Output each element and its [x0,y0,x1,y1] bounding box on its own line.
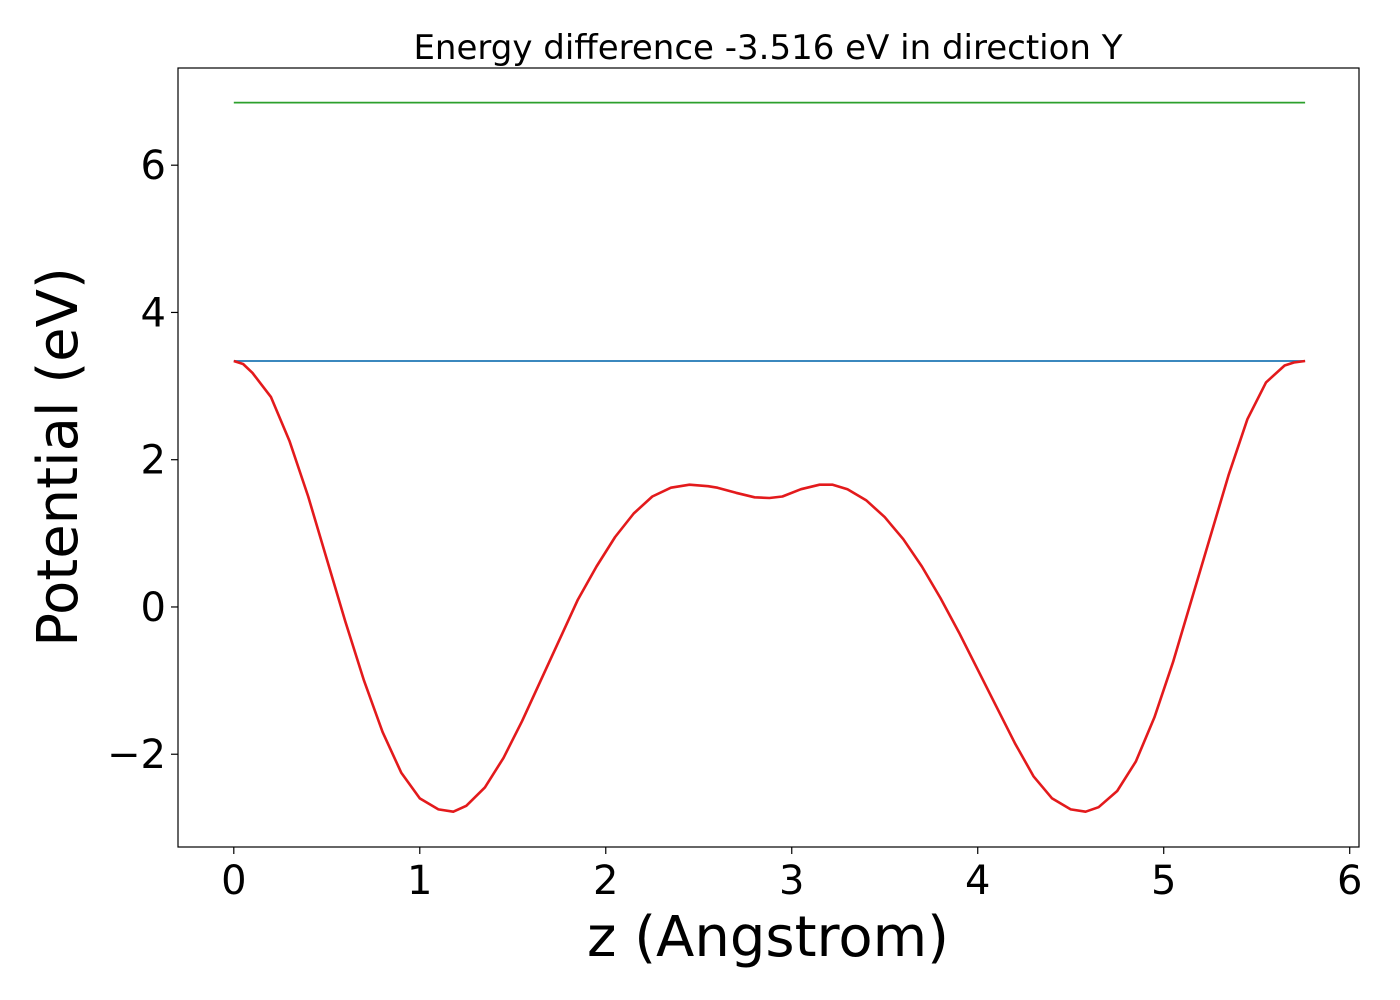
x-tick-label: 5 [1151,858,1176,904]
x-axis: 0 1 2 3 4 5 6 [221,847,1362,904]
series-line-3 [233,359,1306,814]
y-tick-label: −2 [107,732,166,778]
x-tick-label: 0 [221,858,246,904]
chart-title: Energy difference -3.516 eV in direction… [413,28,1122,68]
y-tick-label: 2 [141,438,166,484]
y-tick-label: 4 [141,290,166,336]
x-tick-label: 6 [1337,858,1362,904]
y-tick-label: 6 [141,143,166,189]
y-tick-label: 0 [141,585,166,631]
series-layer [233,101,1306,814]
y-axis-label: Potential (eV) [26,267,91,647]
x-axis-label: z (Angstrom) [587,905,949,970]
x-tick-label: 4 [965,858,990,904]
x-tick-label: 3 [779,858,804,904]
x-tick-label: 2 [593,858,618,904]
y-axis: −2 0 2 4 6 [107,143,178,778]
plot-frame [177,67,1360,848]
x-tick-label: 1 [407,858,432,904]
